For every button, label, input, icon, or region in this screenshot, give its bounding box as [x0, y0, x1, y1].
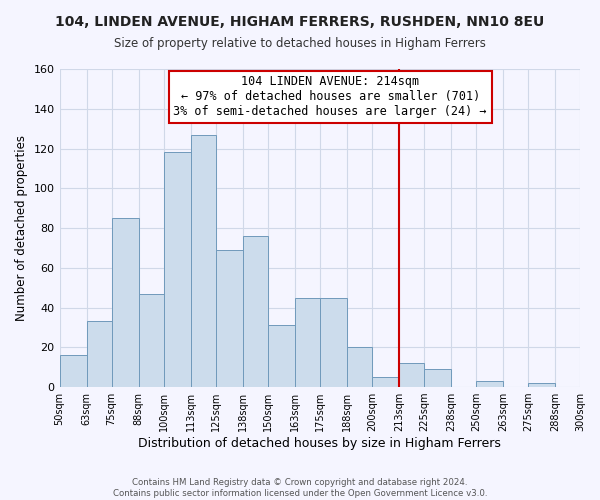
- Bar: [86, 322, 112, 387]
- Text: 104, LINDEN AVENUE, HIGHAM FERRERS, RUSHDEN, NN10 8EU: 104, LINDEN AVENUE, HIGHAM FERRERS, RUSH…: [55, 15, 545, 29]
- Bar: [320, 298, 347, 387]
- Bar: [164, 152, 191, 387]
- X-axis label: Distribution of detached houses by size in Higham Ferrers: Distribution of detached houses by size …: [139, 437, 501, 450]
- Bar: [295, 298, 320, 387]
- Bar: [399, 363, 424, 387]
- Bar: [347, 348, 372, 387]
- Text: Contains HM Land Registry data © Crown copyright and database right 2024.
Contai: Contains HM Land Registry data © Crown c…: [113, 478, 487, 498]
- Bar: [139, 294, 164, 387]
- Bar: [112, 218, 139, 387]
- Bar: [528, 383, 555, 387]
- Bar: [59, 356, 86, 387]
- Bar: [372, 377, 399, 387]
- Bar: [215, 250, 243, 387]
- Bar: [191, 134, 215, 387]
- Bar: [243, 236, 268, 387]
- Y-axis label: Number of detached properties: Number of detached properties: [15, 135, 28, 321]
- Bar: [424, 369, 451, 387]
- Bar: [268, 326, 295, 387]
- Bar: [476, 381, 503, 387]
- Text: 104 LINDEN AVENUE: 214sqm
← 97% of detached houses are smaller (701)
3% of semi-: 104 LINDEN AVENUE: 214sqm ← 97% of detac…: [173, 76, 487, 118]
- Text: Size of property relative to detached houses in Higham Ferrers: Size of property relative to detached ho…: [114, 38, 486, 51]
